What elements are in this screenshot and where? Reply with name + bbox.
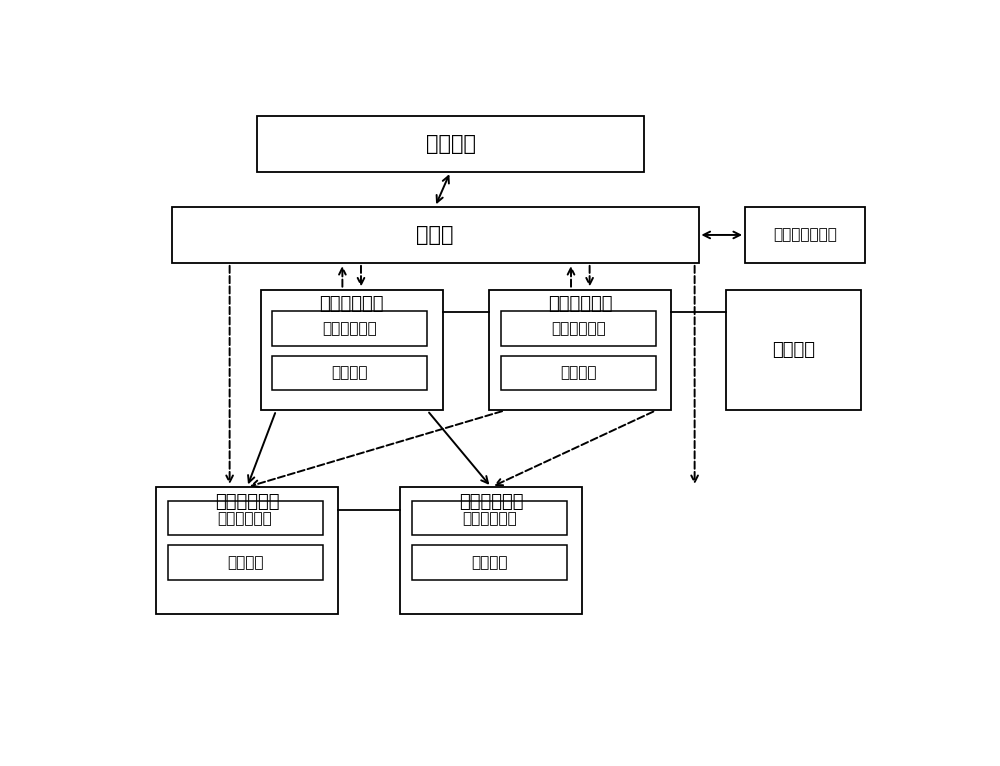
- Bar: [501, 311, 656, 345]
- Text: 流量监测功能: 流量监测功能: [322, 321, 377, 336]
- Bar: [412, 545, 567, 580]
- Bar: [168, 501, 323, 535]
- Bar: [168, 545, 323, 580]
- Bar: [156, 487, 338, 614]
- Bar: [261, 290, 443, 411]
- Text: 报文转发设备: 报文转发设备: [548, 295, 613, 313]
- Text: 报文转发设备: 报文转发设备: [215, 493, 279, 511]
- Text: 控制器: 控制器: [416, 225, 454, 245]
- Bar: [400, 487, 582, 614]
- Text: 报文转发设备: 报文转发设备: [459, 493, 523, 511]
- Text: 独立的调度设备: 独立的调度设备: [773, 228, 837, 243]
- Text: 清洗设备: 清洗设备: [772, 341, 815, 359]
- Bar: [489, 290, 671, 411]
- Text: 流量监测功能: 流量监测功能: [218, 511, 272, 526]
- Text: 用户设备: 用户设备: [426, 133, 476, 153]
- Bar: [726, 290, 861, 411]
- Text: 清洗功能: 清洗功能: [227, 555, 263, 570]
- Bar: [272, 355, 427, 390]
- Text: 清洗功能: 清洗功能: [471, 555, 508, 570]
- Bar: [412, 501, 567, 535]
- Bar: [272, 311, 427, 345]
- Bar: [257, 116, 644, 172]
- Text: 报文转发设备: 报文转发设备: [319, 295, 384, 313]
- Bar: [172, 207, 698, 263]
- Text: 流量监测功能: 流量监测功能: [551, 321, 606, 336]
- Text: 清洗功能: 清洗功能: [560, 365, 597, 380]
- Bar: [745, 207, 865, 263]
- Bar: [501, 355, 656, 390]
- Text: 流量监测功能: 流量监测功能: [462, 511, 517, 526]
- Text: 清洗功能: 清洗功能: [332, 365, 368, 380]
